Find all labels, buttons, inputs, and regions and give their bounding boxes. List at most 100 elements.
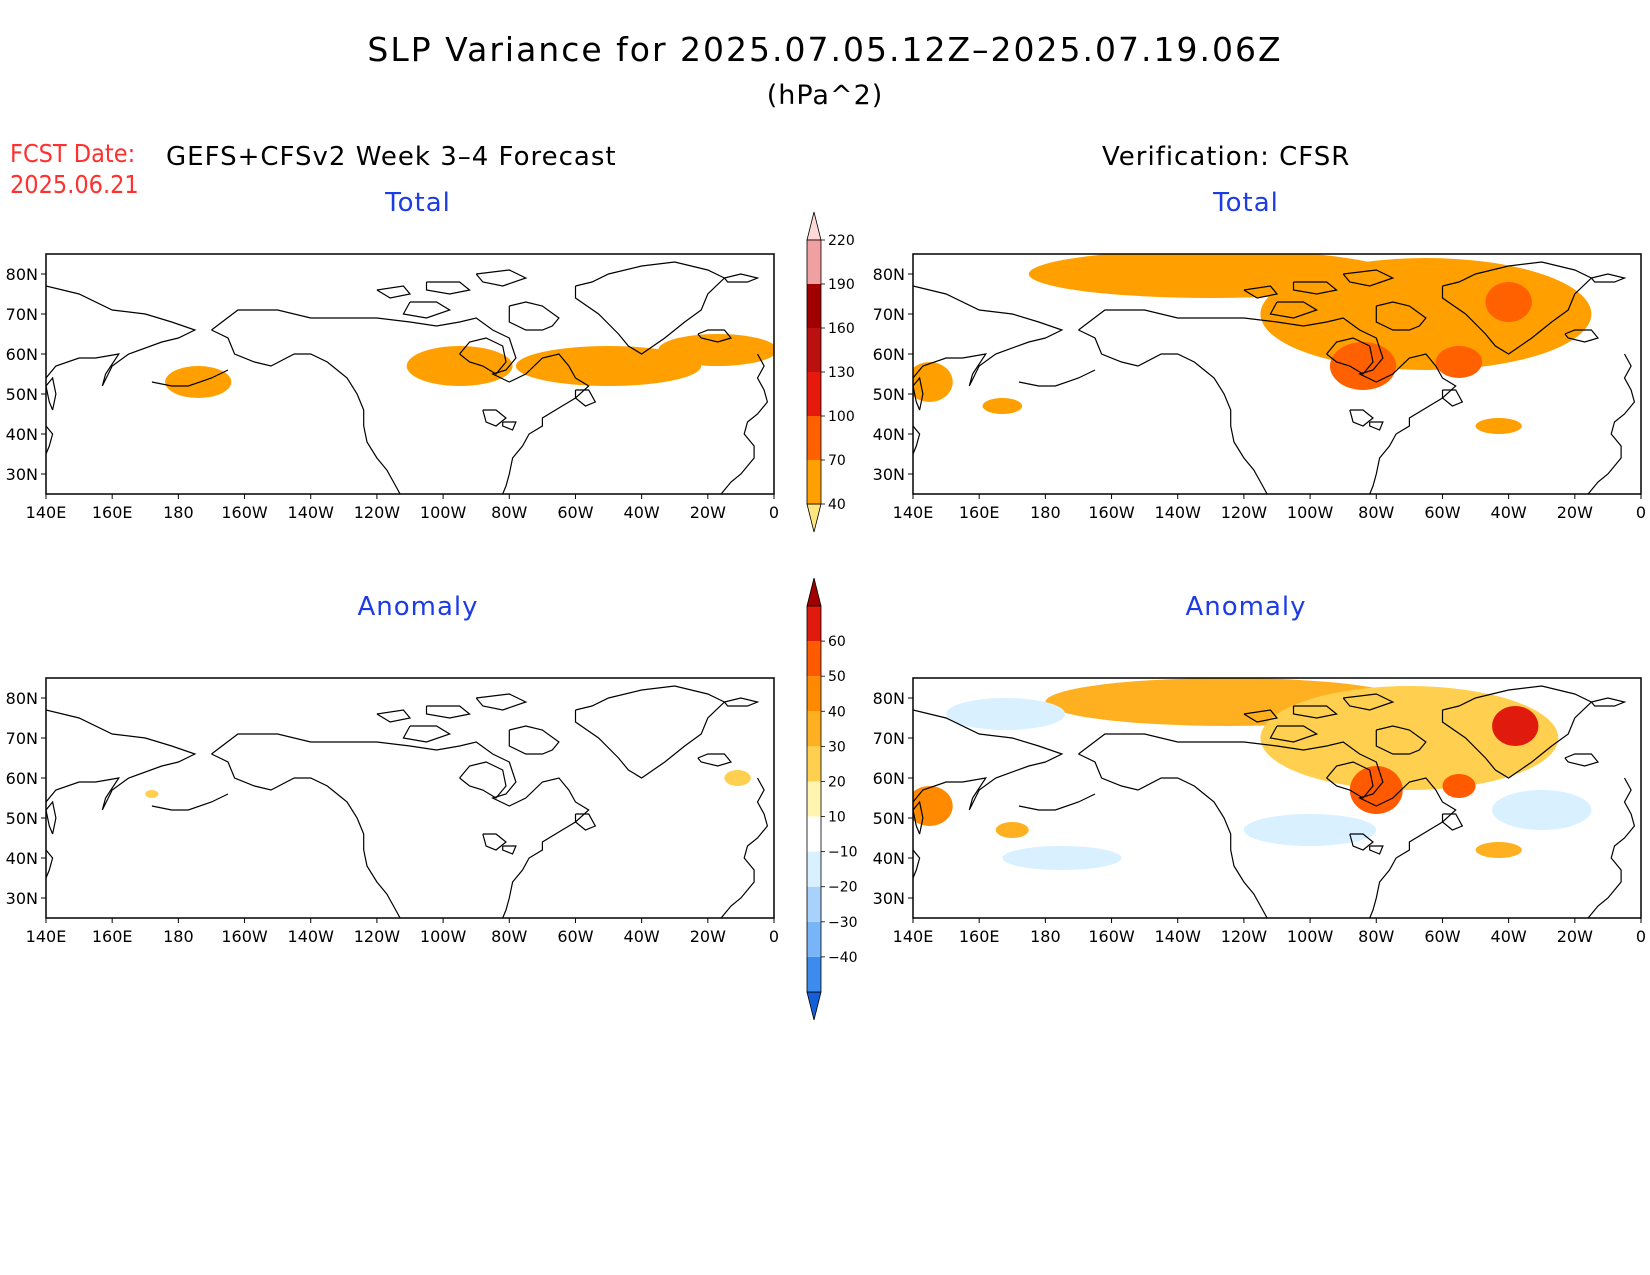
lon-tick-label: 140W — [288, 503, 335, 522]
colorbar-swatch — [807, 328, 821, 372]
coastline-0 — [1078, 309, 1457, 494]
colorbar-swatch — [807, 781, 821, 817]
lon-tick-label: 180 — [1030, 503, 1061, 522]
colorbar-swatch — [807, 956, 821, 992]
coastline-6 — [425, 705, 471, 719]
lat-tick-label: 60N — [6, 769, 38, 788]
lon-tick-label: 120W — [1221, 503, 1268, 522]
lon-tick-label: 80W — [1358, 503, 1394, 522]
lat-tick-label: 70N — [873, 729, 905, 748]
map-panel-verification-total: 140E 160E 180 160W 140W 120W 100W 80W 60W 40W 20W 0… — [873, 253, 1646, 522]
fcst-date-label: FCST Date: — [10, 139, 136, 168]
shading-blob-11 — [1243, 814, 1377, 846]
coastline-13 — [720, 353, 769, 494]
map-frame — [45, 253, 775, 495]
coastline-14 — [1564, 753, 1600, 767]
lon-tick-label: 180 — [163, 927, 194, 946]
coastline-9 — [459, 761, 507, 799]
coastline-4 — [508, 301, 560, 331]
colorbar-swatch — [807, 851, 821, 887]
lon-tick-label: 160E — [92, 503, 133, 522]
lon-tick-label: 80W — [1358, 927, 1394, 946]
coastline-15 — [1590, 697, 1627, 707]
coastline-9 — [459, 337, 507, 375]
lon-tick-label: 160E — [959, 503, 1000, 522]
shading-blob-6 — [982, 398, 1023, 414]
coastline-8 — [1243, 709, 1279, 723]
colorbar-tick-label: 130 — [828, 365, 855, 381]
colorbar-anomaly: −40 −30 −20 −10 10 20 30 40 50 60 — [806, 577, 858, 1021]
shading-blob-8 — [1492, 790, 1592, 830]
lon-tick-label: 20W — [690, 927, 726, 946]
coastline-1 — [211, 329, 401, 494]
colorbar-swatch — [807, 921, 821, 957]
colorbar-tick-label: 220 — [828, 233, 855, 249]
lon-tick-label: 160E — [92, 927, 133, 946]
shading-blob-0 — [145, 790, 159, 798]
shading-blob-2 — [1329, 342, 1397, 390]
coastline-18 — [574, 813, 597, 831]
coastline-10 — [913, 709, 1064, 811]
colorbar-tick-label: −40 — [828, 950, 858, 966]
lon-tick-label: 60W — [557, 927, 593, 946]
colorbar-swatch — [807, 816, 821, 852]
subtitle-verification-total: Total — [1213, 188, 1279, 218]
lat-tick-label: 60N — [6, 345, 38, 364]
lon-tick-label: 180 — [1030, 927, 1061, 946]
coastline-3 — [1441, 261, 1593, 355]
shading-blob-3 — [658, 334, 774, 366]
lat-tick-label: 80N — [6, 265, 38, 284]
coastline-2 — [151, 369, 229, 387]
map-panel-forecast-anomaly: 140E 160E 180 160W 140W 120W 100W 80W 60W 40W 20W 0… — [6, 677, 779, 946]
colorbar-tick-label: 40 — [828, 704, 846, 720]
coastline-16 — [482, 833, 507, 851]
lat-tick-label: 30N — [6, 889, 38, 908]
forecast-heading: GEFS+CFSv2 Week 3–4 Forecast — [166, 142, 617, 172]
colorbar-swatch — [807, 746, 821, 782]
coastline-13 — [720, 777, 769, 918]
lon-tick-label: 140W — [1155, 927, 1202, 946]
colorbar-extend-low — [806, 503, 822, 533]
colorbar-tick-label: 160 — [828, 321, 855, 337]
coastline-11 — [46, 800, 57, 835]
lat-tick-label: 60N — [873, 345, 905, 364]
colorbar-tick-label: 10 — [828, 810, 846, 826]
page-title: SLP Variance for 2025.07.05.12Z–2025.07.… — [367, 30, 1283, 69]
colorbar-swatch — [807, 886, 821, 922]
coastline-2 — [1018, 793, 1096, 811]
lat-tick-label: 30N — [873, 465, 905, 484]
coastline-17 — [502, 845, 517, 855]
coastline-8 — [376, 285, 412, 299]
lat-tick-label: 40N — [6, 425, 38, 444]
coastline-4 — [1375, 301, 1427, 331]
shading-blob-6 — [995, 822, 1029, 838]
lat-tick-label: 30N — [6, 465, 38, 484]
coastline-4 — [508, 725, 560, 755]
coastline-5 — [402, 725, 452, 743]
lon-tick-label: 40W — [624, 927, 660, 946]
lat-tick-label: 80N — [873, 265, 905, 284]
coastline-11 — [46, 376, 57, 411]
colorbar-total: 40 70 100 130 160 190 220 — [806, 211, 855, 533]
coastline-17 — [502, 421, 517, 431]
coastline-16 — [1349, 409, 1374, 427]
colorbar-tick-label: −30 — [828, 915, 858, 931]
shading-blob-3 — [1442, 774, 1476, 798]
coastline-18 — [574, 389, 597, 407]
shading-blob-1 — [1260, 258, 1592, 370]
coastline-5 — [402, 301, 452, 319]
shading-blob-1 — [724, 770, 751, 786]
colorbar-tick-label: −10 — [828, 845, 858, 861]
map-frame — [912, 253, 1642, 495]
coastline-16 — [482, 409, 507, 427]
colorbar-tick-label: 30 — [828, 739, 846, 755]
shading-blob-4 — [1492, 706, 1539, 746]
lat-tick-label: 80N — [6, 689, 38, 708]
lon-tick-label: 0 — [1636, 927, 1646, 946]
lon-tick-label: 0 — [769, 927, 779, 946]
lat-tick-label: 50N — [6, 809, 38, 828]
coastline-5 — [1269, 301, 1319, 319]
coastline-0 — [211, 733, 590, 918]
coastline-3 — [1441, 685, 1593, 779]
